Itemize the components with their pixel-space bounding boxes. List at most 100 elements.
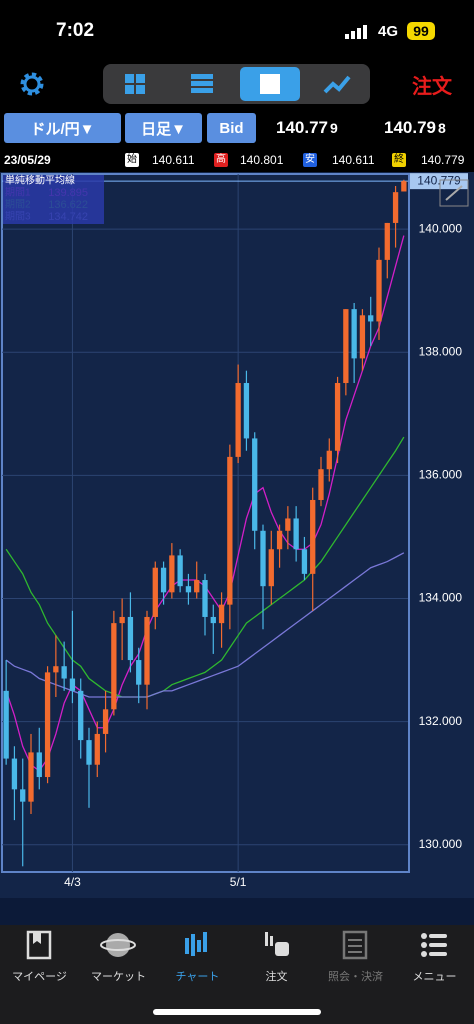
x-tick-label: 4/3 xyxy=(64,875,81,889)
y-tick-label: 138.000 xyxy=(419,344,463,358)
chart-background xyxy=(0,172,474,898)
tab-label: マーケット xyxy=(91,971,146,983)
candle-body xyxy=(202,580,208,617)
candle-body xyxy=(368,315,374,322)
candle-body xyxy=(334,383,341,451)
candle-body xyxy=(318,469,324,500)
side-selector[interactable]: Bid xyxy=(207,113,256,143)
tab-icon xyxy=(342,930,368,960)
tab[interactable]: メニュー xyxy=(395,928,474,988)
tab-icon xyxy=(26,930,52,960)
candle-body xyxy=(194,580,200,593)
candle-body xyxy=(169,555,175,593)
tab-icon xyxy=(265,932,289,956)
tab[interactable]: マイページ xyxy=(0,928,79,988)
close-badge: 終 xyxy=(392,153,406,167)
candle-body xyxy=(301,549,308,574)
candle-body xyxy=(136,660,142,685)
tab-label: 照会・決済 xyxy=(328,971,383,983)
candle-body xyxy=(94,733,100,765)
candle-body xyxy=(276,530,283,550)
open-value: 140.611 xyxy=(152,153,195,167)
candle-body xyxy=(326,450,332,470)
signal-icon xyxy=(345,25,367,39)
chart-footer xyxy=(0,898,474,925)
candle-body xyxy=(185,586,192,593)
y-tick-label: 140.000 xyxy=(419,221,463,235)
home-indicator xyxy=(153,1009,321,1015)
battery: 99 xyxy=(407,22,435,40)
y-tick-label: 134.000 xyxy=(419,591,463,605)
candle-body xyxy=(3,690,9,759)
candle-body xyxy=(144,616,150,685)
candle-body xyxy=(28,752,34,802)
high-badge: 高 xyxy=(214,153,228,167)
candle-body xyxy=(210,616,216,624)
high-value: 140.801 xyxy=(240,153,284,167)
x-tick-label: 5/1 xyxy=(230,875,247,889)
view-icons xyxy=(125,67,351,101)
low-badge: 安 xyxy=(303,153,317,167)
candle-body xyxy=(44,672,51,778)
candle-body xyxy=(227,456,233,605)
candle-body xyxy=(20,789,26,802)
order-button[interactable]: 注文 xyxy=(412,76,452,98)
candle-body xyxy=(310,499,316,574)
bid-main: 140.77 xyxy=(276,118,328,137)
legend-title: 単純移動平均線 xyxy=(5,174,75,187)
candle-body xyxy=(61,666,67,679)
tab[interactable]: 注文 xyxy=(237,928,316,988)
tab[interactable]: チャート xyxy=(158,928,237,988)
chart: 130.000 132.000 134.000 136.000 138.000 140.0… xyxy=(0,172,474,925)
candle-body xyxy=(11,758,18,790)
clock: 7:02 xyxy=(56,20,95,41)
candle-body xyxy=(384,222,390,260)
info-date: 23/05/29 xyxy=(4,153,51,167)
ask-main: 140.79 xyxy=(384,118,436,137)
tab-label: メニュー xyxy=(412,971,457,983)
draw-tool-button[interactable] xyxy=(439,179,469,207)
bid-pip: 9 xyxy=(330,120,338,136)
tab-label: マイページ xyxy=(12,971,67,983)
network: 4G xyxy=(378,23,399,40)
candle-body xyxy=(86,740,92,765)
candle-body xyxy=(401,181,407,192)
open-badge: 始 xyxy=(125,153,139,167)
candle-body xyxy=(53,666,59,673)
candle-body xyxy=(252,438,258,531)
plot-frame xyxy=(1,173,410,873)
candle-body xyxy=(293,518,299,550)
timeframe-selector[interactable]: 日足▼ xyxy=(125,113,202,143)
view-switcher xyxy=(103,64,370,104)
current-price-tag xyxy=(410,173,468,190)
tab[interactable]: 照会・決済 xyxy=(316,928,395,988)
candle-body xyxy=(285,518,291,531)
legend-box xyxy=(3,175,104,224)
pair-selector[interactable]: ドル/円▼ xyxy=(4,113,121,143)
candle-body xyxy=(376,259,382,322)
candle-body xyxy=(243,383,250,439)
close-value: 140.779 xyxy=(421,153,465,167)
current-price-label: 140.779 xyxy=(417,173,461,187)
candle-body xyxy=(102,709,109,734)
y-tick-label: 130.000 xyxy=(419,837,463,851)
candle-body xyxy=(235,383,241,457)
candle-body xyxy=(260,530,266,587)
tab-label: 注文 xyxy=(265,971,288,983)
candle-body xyxy=(218,604,225,624)
candle-body xyxy=(78,690,84,741)
candle-body xyxy=(127,616,134,661)
candle-body xyxy=(359,315,366,359)
low-value: 140.611 xyxy=(332,153,375,167)
candle-body xyxy=(177,555,183,587)
candle-body xyxy=(152,567,158,617)
tab[interactable]: マーケット xyxy=(79,928,158,988)
settings-button[interactable] xyxy=(18,70,46,98)
bid-quote: 140.77 9 xyxy=(276,118,338,138)
candle-body xyxy=(351,309,357,359)
y-tick-label: 136.000 xyxy=(419,468,463,482)
candle-body xyxy=(268,549,274,587)
candle-body xyxy=(392,192,399,223)
candle-body xyxy=(160,567,167,593)
